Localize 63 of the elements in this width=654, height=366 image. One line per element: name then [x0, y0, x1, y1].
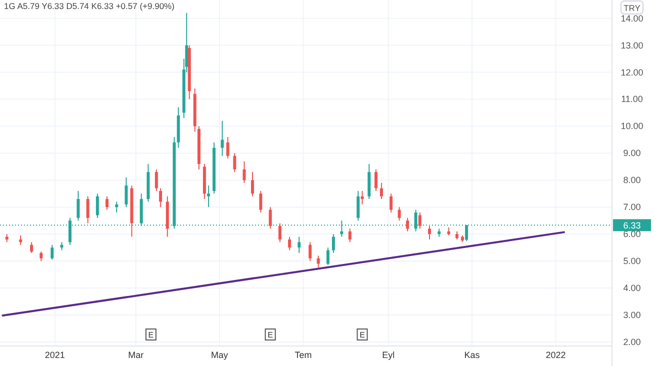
- candlestick: [220, 120, 224, 156]
- candlestick: [348, 228, 352, 243]
- candlestick: [298, 236, 301, 254]
- x-tick-label: Mar: [128, 350, 144, 360]
- y-tick-label: 6.00: [623, 229, 641, 240]
- candlestick: [242, 160, 246, 184]
- y-tick-label: 12.00: [620, 67, 644, 78]
- y-tick-label: 13.00: [620, 40, 644, 50]
- candlestick: [332, 234, 335, 254]
- candlestick: [30, 242, 34, 254]
- candlestick: [76, 190, 80, 222]
- candlestick: [288, 236, 292, 251]
- candlestick: [418, 212, 422, 230]
- x-tick-label: Eyl: [382, 350, 395, 360]
- annotation: E: [268, 330, 273, 340]
- y-tick-label: 9.00: [623, 148, 641, 158]
- candlestick: [250, 172, 254, 197]
- y-tick-label: 8.00: [623, 175, 641, 186]
- y-tick-label: 5.00: [623, 256, 641, 266]
- candlestick: [428, 225, 431, 240]
- x-tick-label: 2021: [44, 350, 65, 360]
- x-tick-label: Kas: [464, 350, 480, 360]
- y-tick-label: 4.00: [623, 283, 641, 294]
- candlestick: [106, 196, 109, 210]
- candlestick: [406, 217, 410, 232]
- annotation: E: [148, 330, 154, 340]
- candlestick: [356, 190, 360, 222]
- candlestick: [226, 136, 230, 160]
- y-axis-title: TRY: [624, 3, 641, 13]
- candlestick: [308, 242, 312, 262]
- candlestick: [268, 206, 272, 230]
- y-tick-label: 7.00: [623, 202, 641, 212]
- candlestick: [360, 190, 364, 205]
- candlestick: [233, 152, 236, 173]
- y-tick-label: 11.00: [621, 94, 643, 104]
- candlestick: [374, 168, 378, 192]
- x-tick-label: May: [211, 350, 229, 360]
- candlestick: [96, 193, 99, 218]
- candlestick: [50, 244, 54, 260]
- y-tick-label: 10.00: [620, 121, 644, 132]
- candlestick: [154, 168, 158, 192]
- candlestick: [259, 190, 262, 214]
- candlestick: [19, 234, 22, 246]
- annotation: E: [360, 330, 365, 340]
- y-tick-label: 14.00: [620, 13, 644, 24]
- y-tick-label: 2.00: [623, 336, 641, 347]
- y-tick-label: 3.00: [623, 310, 641, 320]
- candlestick: [207, 185, 210, 208]
- candlestick: [115, 201, 118, 214]
- x-tick-label: Tem: [294, 350, 312, 360]
- candlestick: [40, 251, 43, 262]
- candlestick: [398, 206, 401, 222]
- chart-title: 1G A5.79 Y6.33 D5.74 K6.33 +0.57 (+9.90%): [4, 1, 175, 11]
- candlestick: [278, 222, 282, 243]
- ref-line-label: 6.33: [623, 220, 641, 231]
- candlestick: [86, 196, 90, 224]
- candlestick: [124, 176, 128, 208]
- x-tick-label: 2022: [546, 350, 566, 360]
- candlestick: [326, 247, 330, 266]
- candlestick: [159, 188, 162, 208]
- candlestick: [316, 255, 320, 268]
- candlestick: [390, 193, 393, 214]
- candlestick: [380, 182, 383, 200]
